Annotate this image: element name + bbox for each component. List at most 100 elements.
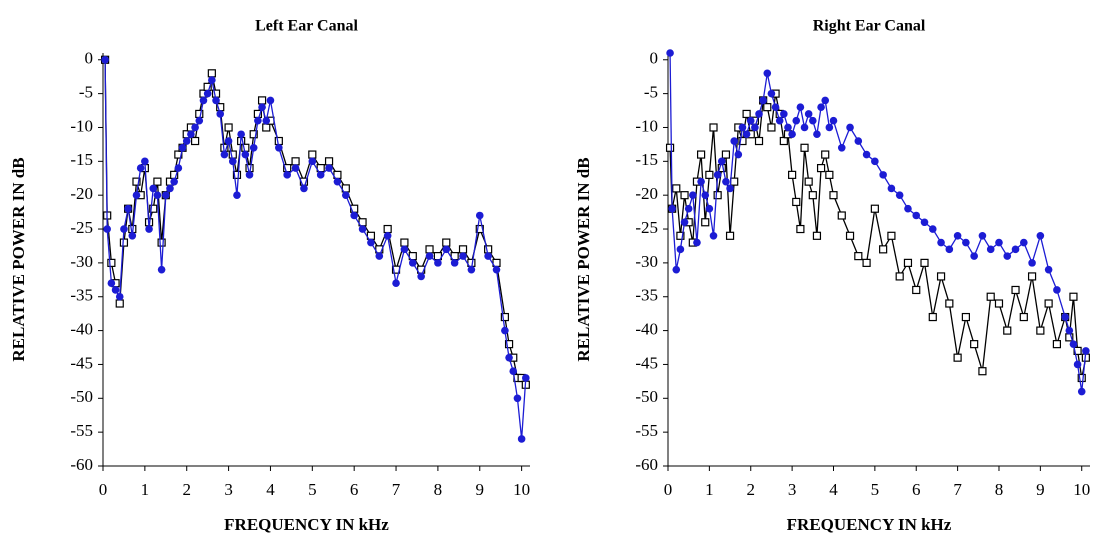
- point: [962, 238, 970, 247]
- y-tick-label: -10: [70, 116, 93, 135]
- point: [249, 130, 258, 139]
- point: [742, 130, 751, 139]
- point: [676, 245, 685, 254]
- point: [216, 110, 225, 118]
- point: [166, 184, 174, 193]
- point: [701, 191, 710, 199]
- point: [132, 177, 141, 186]
- y-tick-label: -35: [70, 286, 93, 305]
- point: [275, 143, 283, 152]
- point: [804, 110, 813, 118]
- point: [241, 150, 250, 159]
- point: [680, 218, 689, 227]
- point: [684, 204, 693, 213]
- point: [212, 96, 220, 105]
- point: [1003, 252, 1012, 260]
- point: [115, 292, 124, 301]
- point: [504, 340, 514, 349]
- point: [895, 272, 904, 281]
- point: [1073, 360, 1082, 369]
- point: [800, 143, 809, 152]
- point: [107, 279, 116, 287]
- point: [190, 136, 200, 146]
- y-axis-label: RELATIVE POWER IN dB: [9, 157, 28, 361]
- point: [767, 123, 776, 132]
- point: [434, 259, 442, 267]
- x-tick-label: 3: [224, 480, 233, 499]
- point: [730, 177, 739, 186]
- point: [812, 231, 822, 240]
- point: [107, 258, 116, 267]
- point: [978, 367, 987, 376]
- point: [249, 143, 258, 152]
- point: [161, 191, 170, 199]
- point: [1019, 312, 1028, 322]
- y-tick-label: -60: [70, 455, 93, 474]
- x-tick-label: 4: [829, 480, 838, 499]
- point: [325, 164, 333, 172]
- point: [742, 109, 751, 119]
- point: [442, 245, 451, 254]
- point: [693, 238, 701, 247]
- point: [726, 184, 734, 193]
- series-line: [104, 59, 527, 386]
- point: [920, 258, 929, 267]
- point: [103, 225, 111, 233]
- y-tick-label: -30: [635, 252, 658, 271]
- point: [1011, 285, 1020, 295]
- x-tick-label: 7: [392, 480, 401, 499]
- point: [1073, 346, 1082, 356]
- x-axis-label: FREQUENCY IN kHz: [787, 515, 952, 534]
- point: [953, 353, 962, 362]
- point: [928, 225, 937, 233]
- point: [722, 177, 730, 186]
- point: [837, 211, 846, 220]
- point: [862, 150, 871, 159]
- point: [945, 299, 954, 308]
- x-tick-label: 6: [912, 480, 921, 499]
- y-tick-label: -50: [635, 387, 658, 406]
- y-tick-label: 0: [85, 49, 94, 68]
- point: [763, 69, 772, 78]
- point: [316, 171, 325, 179]
- point: [191, 123, 199, 132]
- chart: Left Ear Canal FREQUENCY IN kHz RELATIVE P…: [9, 18, 530, 534]
- point: [400, 245, 409, 254]
- point: [788, 170, 797, 179]
- point: [808, 191, 817, 200]
- point: [771, 103, 780, 111]
- y-tick-label: -60: [635, 455, 658, 474]
- point: [995, 238, 1003, 247]
- point: [522, 374, 530, 382]
- point: [1036, 326, 1045, 335]
- point: [153, 177, 162, 186]
- point: [392, 279, 400, 287]
- point: [970, 340, 979, 349]
- y-tick-label: -15: [635, 150, 658, 169]
- chart-title: Right Ear Canal: [813, 18, 926, 35]
- x-tick-label: 4: [266, 480, 275, 499]
- point: [207, 69, 216, 78]
- y-tick-label: -5: [79, 83, 93, 102]
- point: [668, 204, 676, 213]
- point: [120, 225, 128, 233]
- point: [157, 265, 166, 274]
- point: [800, 123, 809, 132]
- point: [224, 123, 233, 132]
- y-tick-label: -45: [635, 353, 658, 372]
- point: [262, 116, 271, 125]
- point: [689, 191, 697, 199]
- y-tick-label: -45: [70, 353, 93, 372]
- point: [492, 265, 501, 274]
- y-tick-label: 0: [650, 49, 659, 68]
- point: [970, 252, 978, 260]
- point: [734, 150, 743, 159]
- point: [696, 150, 706, 159]
- point: [986, 245, 995, 254]
- point: [258, 103, 266, 111]
- point: [187, 130, 195, 139]
- point: [713, 191, 722, 200]
- point: [672, 265, 681, 274]
- point: [408, 259, 417, 267]
